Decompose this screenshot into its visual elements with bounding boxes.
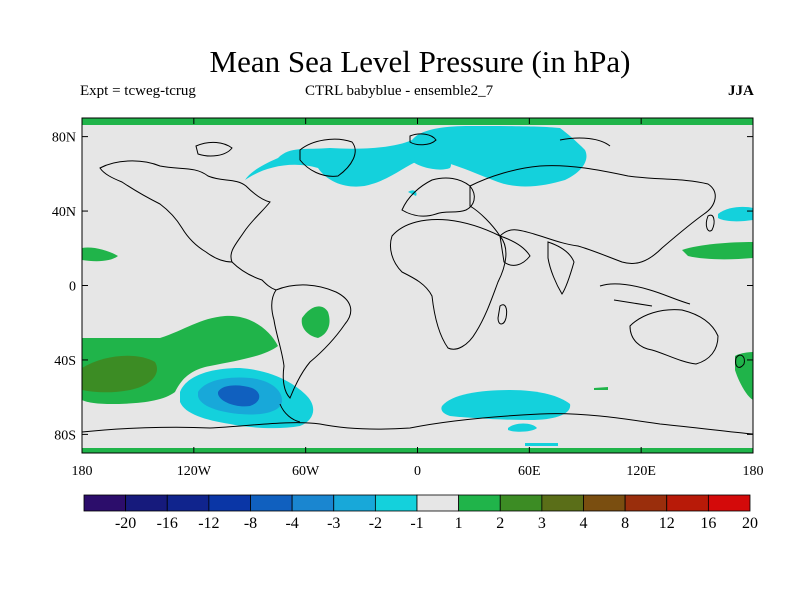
colorbar-swatch [125,494,168,512]
colorbar-swatch [208,494,251,512]
japan-negative-region [718,206,753,222]
colorbar: -20 -16 -12 -8 -4 -3 -2 -1 1 2 3 4 8 12 16 20 [83,494,758,532]
x-tick-label: 180 [72,464,93,479]
arctic-negative-islet [410,151,451,170]
colorbar-label: -4 [285,515,298,532]
antarctic-positive-patch [735,352,753,400]
southern-ocean-negative-patch [508,423,537,432]
x-tick-label: 120E [626,464,656,479]
y-tick-label: 40N [52,205,76,220]
colorbar-label: 16 [700,515,716,532]
x-axis-ticks: 180 120W 60W 0 60E 120E 180 [72,118,764,479]
x-tick-label: 0 [414,464,421,479]
chart-title: Mean Sea Level Pressure (in hPa) [209,44,631,79]
hawaii-positive-region [82,247,118,262]
colorbar-label: -12 [198,515,219,532]
south-atlantic-positive-region [301,306,330,338]
colorbar-swatch [624,494,668,512]
colorbar-swatch [416,494,460,512]
arctic-negative-region [245,126,587,187]
colorbar-label: 12 [659,515,675,532]
colorbar-label: -2 [369,515,382,532]
y-axis-ticks: 80N 40N 0 40S 80S [52,131,753,443]
x-tick-label: 120W [177,464,212,479]
colorbar-swatch [166,494,210,512]
colorbar-swatch [541,494,584,512]
season-label: JJA [728,83,754,99]
colorbar-swatch [333,494,376,512]
y-tick-label: 80N [52,131,76,146]
north-pacific-positive-region [682,242,753,260]
colorbar-swatch [250,494,293,512]
comparison-label: CTRL babyblue - ensemble2_7 [305,83,494,99]
coastlines [82,133,753,435]
colorbar-label: -1 [410,515,423,532]
colorbar-swatch [291,494,335,512]
colorbar-label: -8 [244,515,257,532]
southern-ocean-negative-region [441,390,571,420]
colorbar-label: 8 [621,515,629,532]
y-tick-label: 0 [69,280,76,295]
colorbar-swatch [707,494,751,512]
colorbar-label: 3 [538,515,546,532]
colorbar-swatch [583,494,626,512]
colorbar-swatch [499,494,543,512]
x-tick-label: 180 [743,464,764,479]
amundsen-low-core [218,385,260,407]
colorbar-label: -3 [327,515,340,532]
south-pacific-strong-positive-region [82,355,158,393]
colorbar-label: -16 [157,515,178,532]
colorbar-swatch [458,494,501,512]
x-tick-label: 60W [292,464,320,479]
x-tick-label: 60E [518,464,541,479]
y-tick-label: 80S [54,428,76,443]
colorbar-swatch [666,494,709,512]
colorbar-label: -20 [115,515,136,532]
y-tick-label: 40S [54,354,76,369]
colorbar-label: 20 [742,515,758,532]
colorbar-label: 1 [455,515,463,532]
colorbar-label: 2 [496,515,504,532]
colorbar-swatch [83,494,127,512]
indian-ocean-positive-dot [594,387,608,390]
antarctic-negative-sliver [525,443,558,446]
experiment-label: Expt = tcweg-tcrug [80,83,196,99]
colorbar-label: 4 [580,515,588,532]
colorbar-swatch [374,494,418,512]
